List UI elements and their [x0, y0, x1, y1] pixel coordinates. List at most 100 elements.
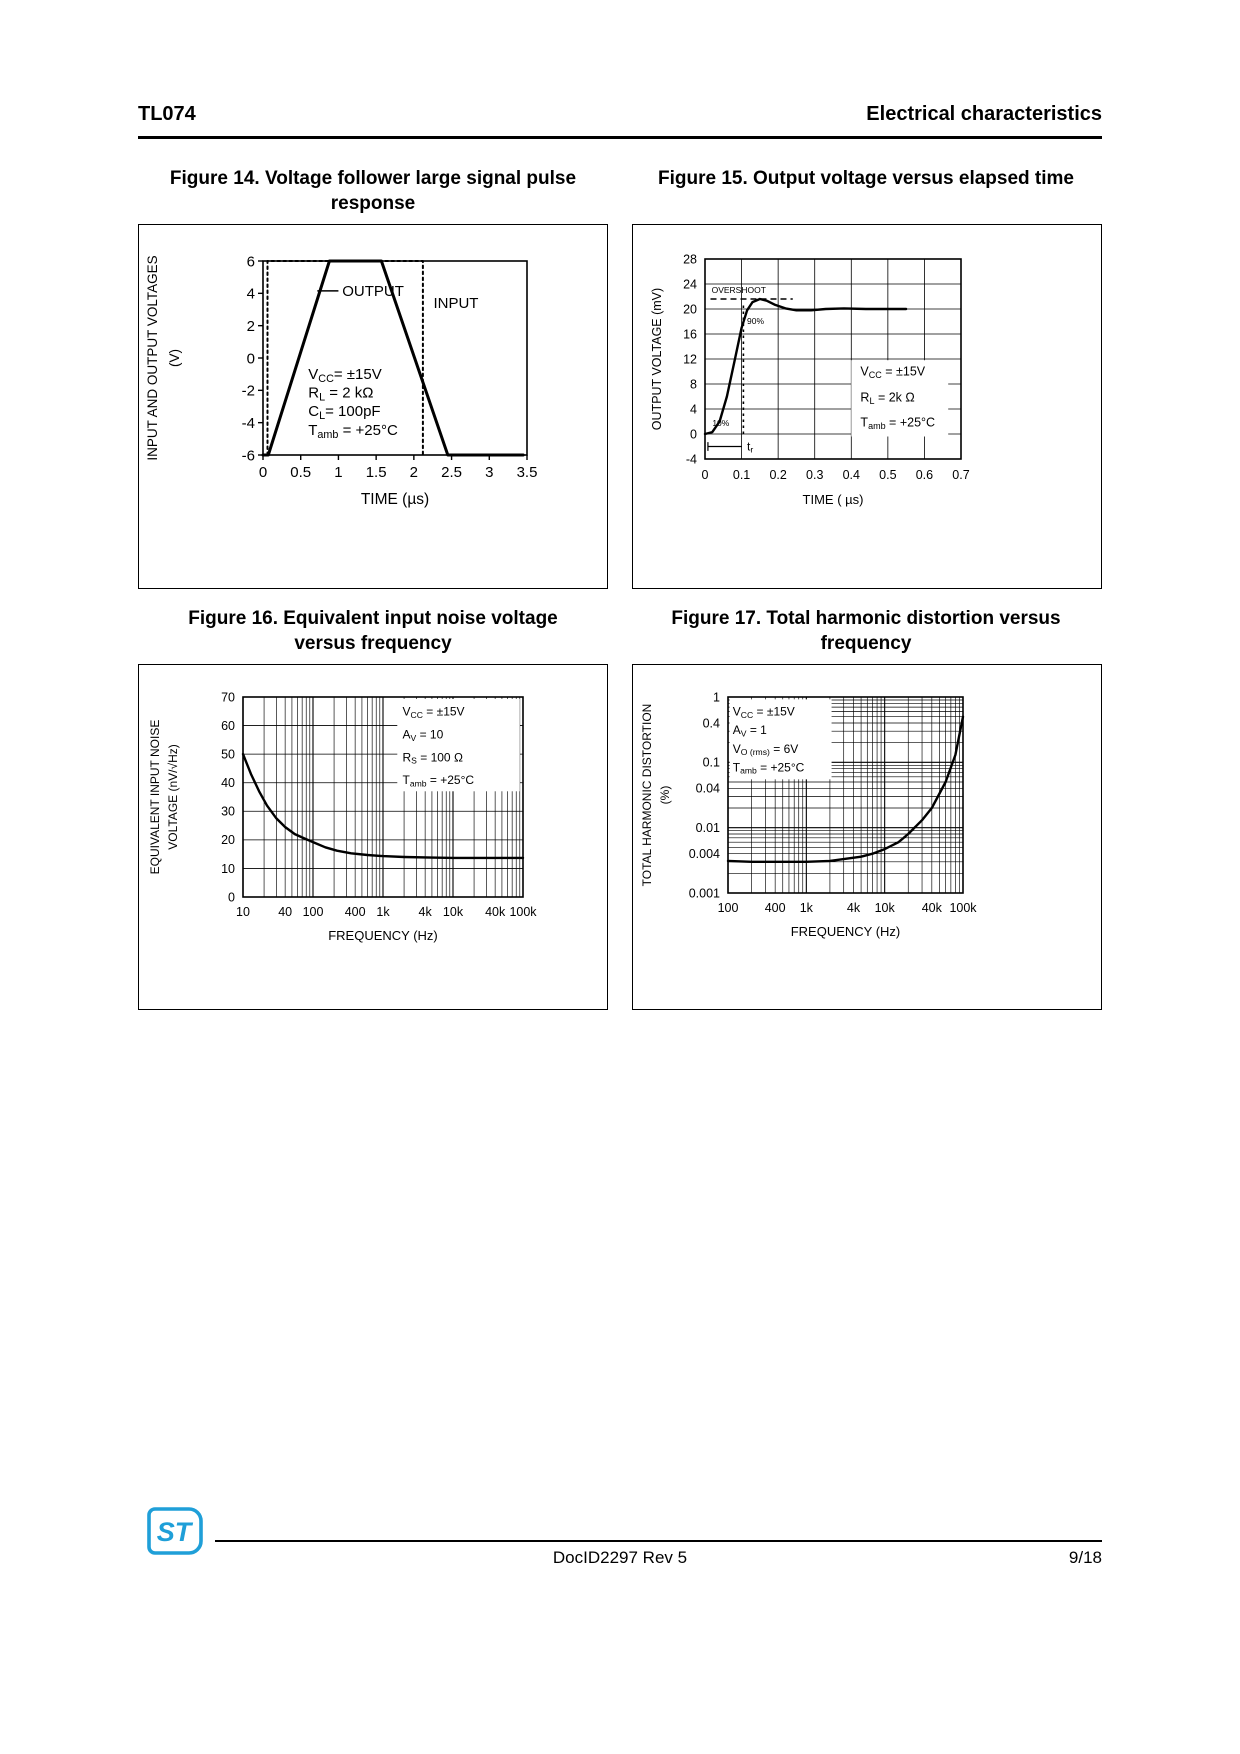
svg-text:20: 20	[221, 833, 235, 847]
svg-text:OUTPUT: OUTPUT	[342, 282, 404, 299]
svg-text:Tamb = +25°C: Tamb = +25°C	[403, 773, 475, 788]
svg-text:70: 70	[221, 690, 235, 704]
figure-16-frame: 10 40 100 400 1k 4k 10k 40k 100k 70 60 50 40 30 20 10 0 F…	[138, 664, 608, 1010]
svg-text:-4: -4	[686, 452, 697, 466]
figure-17-title-line1: Figure 17. Total harmonic distortion ver…	[671, 608, 1061, 629]
svg-text:AV = 1: AV = 1	[733, 723, 767, 738]
svg-text:0.01: 0.01	[696, 821, 720, 835]
svg-text:VOLTAGE (nV/√Hz): VOLTAGE (nV/√Hz)	[166, 744, 180, 850]
svg-text:10k: 10k	[875, 901, 896, 915]
figure-14-title: Figure 14. Voltage follower large signal…	[138, 166, 608, 216]
svg-text:3: 3	[485, 464, 493, 481]
svg-text:(V): (V)	[167, 349, 182, 367]
header-rule	[138, 136, 1102, 139]
svg-text:-4: -4	[242, 415, 255, 432]
figure-14-frame: 0 0.5 1 1.5 2 2.5 3 3.5 6 4 2 0 -2 -4 -6 TIME (µs) INPUT…	[138, 224, 608, 589]
svg-text:40: 40	[278, 905, 292, 919]
svg-text:2: 2	[247, 318, 255, 335]
figure-14-title-line2: response	[330, 193, 416, 214]
svg-text:100k: 100k	[509, 905, 537, 919]
svg-text:100k: 100k	[949, 901, 977, 915]
figure-14-title-line1: Figure 14. Voltage follower large signal…	[169, 168, 577, 189]
svg-text:Tamb = +25°C: Tamb = +25°C	[860, 416, 935, 432]
svg-text:0.4: 0.4	[843, 468, 860, 482]
svg-text:0: 0	[690, 427, 697, 441]
figure-14-plot: 0 0.5 1 1.5 2 2.5 3 3.5 6 4 2 0 -2 -4 -6 TIME (µs) INPUT…	[145, 253, 538, 508]
svg-text:0.4: 0.4	[703, 716, 720, 730]
svg-text:12: 12	[683, 352, 697, 366]
svg-text:VCC= ±15V: VCC= ±15V	[308, 366, 381, 385]
svg-text:-6: -6	[242, 447, 255, 464]
st-logo: ST	[147, 1507, 203, 1555]
svg-text:0.1: 0.1	[733, 468, 750, 482]
svg-text:50: 50	[221, 748, 235, 762]
footer-rule	[215, 1540, 1102, 1542]
svg-text:0.004: 0.004	[689, 847, 720, 861]
svg-text:3.5: 3.5	[517, 464, 538, 481]
svg-text:10%: 10%	[712, 418, 729, 428]
figure-16-title-line1: Figure 16. Equivalent input noise voltag…	[188, 608, 558, 629]
svg-text:0.2: 0.2	[769, 468, 786, 482]
svg-text:OUTPUT VOLTAGE (mV): OUTPUT VOLTAGE (mV)	[650, 288, 664, 430]
svg-text:100: 100	[718, 901, 739, 915]
figure-17-title-line2: frequency	[820, 633, 912, 654]
svg-text:4: 4	[690, 402, 697, 416]
svg-text:0.001: 0.001	[689, 886, 720, 900]
svg-text:FREQUENCY (Hz): FREQUENCY (Hz)	[791, 924, 901, 939]
svg-text:10: 10	[221, 862, 235, 876]
svg-text:20: 20	[683, 302, 697, 316]
svg-text:90%: 90%	[747, 316, 764, 326]
svg-text:0: 0	[247, 350, 255, 367]
svg-text:0.04: 0.04	[696, 782, 720, 796]
svg-text:1k: 1k	[800, 901, 814, 915]
figure-15-title: Figure 15. Output voltage versus elapsed…	[630, 166, 1102, 191]
svg-text:Tamb = +25°C: Tamb = +25°C	[308, 422, 398, 441]
svg-text:100: 100	[303, 905, 324, 919]
svg-text:30: 30	[221, 805, 235, 819]
svg-text:Tamb = +25°C: Tamb = +25°C	[733, 760, 805, 775]
svg-text:40: 40	[221, 776, 235, 790]
figure-16-plot: 10 40 100 400 1k 4k 10k 40k 100k706050403020100F…	[148, 690, 537, 943]
svg-text:0.3: 0.3	[806, 468, 823, 482]
svg-text:2.5: 2.5	[441, 464, 462, 481]
svg-text:0.5: 0.5	[290, 464, 311, 481]
svg-text:VCC = ±15V: VCC = ±15V	[860, 364, 925, 380]
svg-text:6: 6	[247, 253, 255, 270]
svg-text:8: 8	[690, 377, 697, 391]
svg-text:0: 0	[259, 464, 267, 481]
section-header: Electrical characteristics	[866, 103, 1102, 125]
svg-text:TOTAL HARMONIC DISTORTION: TOTAL HARMONIC DISTORTION	[640, 704, 654, 887]
svg-text:10: 10	[236, 905, 250, 919]
svg-text:1.5: 1.5	[366, 464, 387, 481]
svg-text:VO (rms) = 6V: VO (rms) = 6V	[733, 742, 799, 757]
svg-text:tr: tr	[747, 439, 753, 454]
svg-text:28: 28	[683, 252, 697, 266]
footer-doc-id: DocID2297 Rev 5	[552, 1548, 688, 1567]
svg-text:0.1: 0.1	[703, 756, 720, 770]
svg-text:CL= 100pF: CL= 100pF	[308, 403, 380, 422]
svg-text:RL = 2 kΩ: RL = 2 kΩ	[308, 385, 373, 404]
svg-text:0.6: 0.6	[916, 468, 933, 482]
svg-text:0.5: 0.5	[879, 468, 896, 482]
st-logo-text: ST	[157, 1517, 194, 1547]
svg-text:60: 60	[221, 719, 235, 733]
svg-text:-2: -2	[242, 383, 255, 400]
svg-text:VCC = ±15V: VCC = ±15V	[733, 705, 795, 720]
svg-text:TIME (µs): TIME (µs)	[361, 491, 429, 508]
document-part-number: TL074	[138, 103, 196, 125]
svg-text:0: 0	[228, 890, 235, 904]
svg-text:40k: 40k	[922, 901, 943, 915]
svg-text:VCC = ±15V: VCC = ±15V	[403, 705, 465, 720]
figure-16-title: Figure 16. Equivalent input noise voltag…	[138, 606, 608, 656]
svg-text:4k: 4k	[847, 901, 861, 915]
footer-page-number: 9/18	[1068, 1548, 1102, 1567]
svg-text:EQUIVALENT INPUT NOISE: EQUIVALENT INPUT NOISE	[148, 720, 162, 875]
svg-text:INPUT: INPUT	[433, 295, 478, 312]
svg-text:0: 0	[702, 468, 709, 482]
figure-17-plot: 100 400 1k 4k 10k 40k 100k 1 0.4 0.1 0.04 0.01 0.004…	[640, 690, 977, 939]
svg-text:0.7: 0.7	[952, 468, 969, 482]
svg-text:TIME ( µs): TIME ( µs)	[803, 492, 864, 507]
svg-text:(%): (%)	[658, 786, 672, 805]
figure-15-frame: 0 0.1 0.2 0.3 0.4 0.5 0.6 0.7 28 24 20 16 12 8 4 0 -4 TIM…	[632, 224, 1102, 589]
